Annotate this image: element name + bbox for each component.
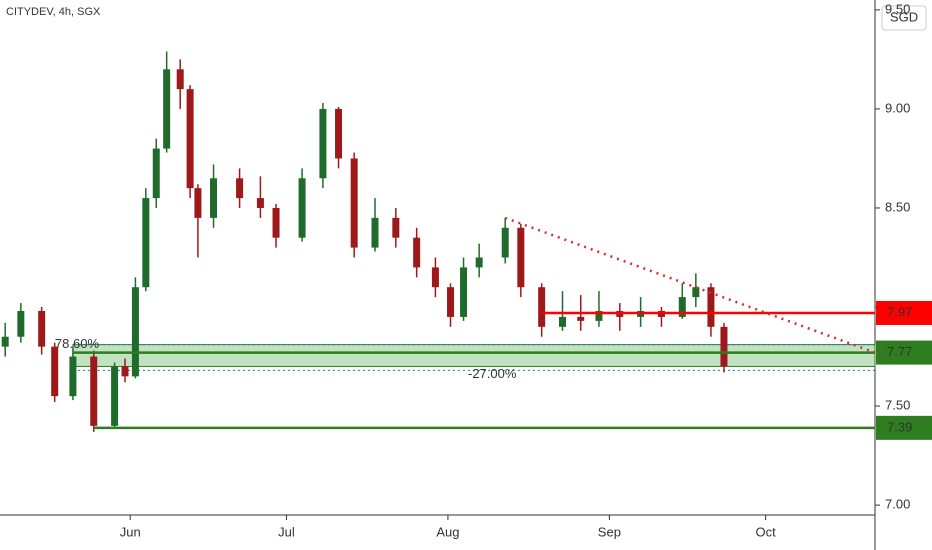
candle-body [413, 237, 421, 268]
y-tick-label: 9.00 [885, 100, 910, 115]
support-zone [72, 344, 876, 367]
price-label: 7.97 [887, 304, 912, 319]
price-label-box [876, 415, 932, 440]
candle-body [538, 287, 546, 327]
candle-body [595, 310, 603, 321]
price-label-box [876, 300, 932, 325]
candle-body [475, 257, 483, 268]
y-tick-label: 7.00 [885, 497, 910, 512]
x-tick-label: Jul [278, 524, 295, 539]
currency-box[interactable] [881, 5, 927, 31]
candle-body [577, 316, 585, 321]
candle-body [272, 207, 280, 238]
candle-body [163, 69, 171, 149]
candle-body [298, 178, 306, 238]
x-tick-label: Jun [120, 524, 141, 539]
candle-body [51, 346, 59, 397]
y-tick-label: 7.50 [885, 397, 910, 412]
candle-body [319, 108, 327, 179]
y-tick-label: 9.50 [885, 1, 910, 16]
candle-body [720, 326, 728, 367]
candle-body [194, 188, 202, 218]
candle-body [111, 366, 119, 426]
candle-body [1, 336, 9, 347]
candle-body [17, 310, 25, 337]
chart-title: CITYDEV, 4h, SGX [6, 6, 101, 18]
candle-body [236, 178, 244, 199]
x-tick-label: Aug [436, 524, 459, 539]
candle-body [142, 198, 150, 288]
candle-body [131, 287, 139, 377]
currency: SGD [890, 9, 918, 24]
candle-body [692, 287, 700, 298]
candle-body [707, 287, 715, 327]
price-label: 7.77 [887, 344, 912, 359]
candle-body [210, 178, 218, 218]
candle-body [350, 158, 358, 248]
candle-body [501, 227, 509, 258]
x-tick-label: Sep [598, 524, 621, 539]
candle-body [90, 356, 98, 426]
candle-body [392, 217, 400, 238]
candle-body [121, 366, 129, 377]
candle-body [371, 217, 379, 248]
candle-body [256, 198, 264, 208]
candle-body [447, 287, 455, 317]
trendline [504, 216, 876, 354]
fib-label: -27.00% [468, 366, 517, 381]
candle-body [152, 148, 160, 199]
candle-body [431, 267, 439, 288]
candle-body [335, 108, 343, 159]
fib-label: 78.60% [55, 336, 100, 351]
candle-body [460, 267, 468, 317]
price-label: 7.39 [887, 419, 912, 434]
candle-body [176, 69, 184, 90]
candle-body [69, 356, 77, 397]
price-label-box [876, 340, 932, 365]
candle-body [678, 297, 686, 317]
x-tick-label: Oct [756, 524, 777, 539]
candle-body [186, 89, 194, 189]
candle-body [559, 316, 566, 327]
y-tick-label: 8.50 [885, 199, 910, 214]
candle-body [517, 227, 525, 288]
candle-body [38, 310, 46, 347]
